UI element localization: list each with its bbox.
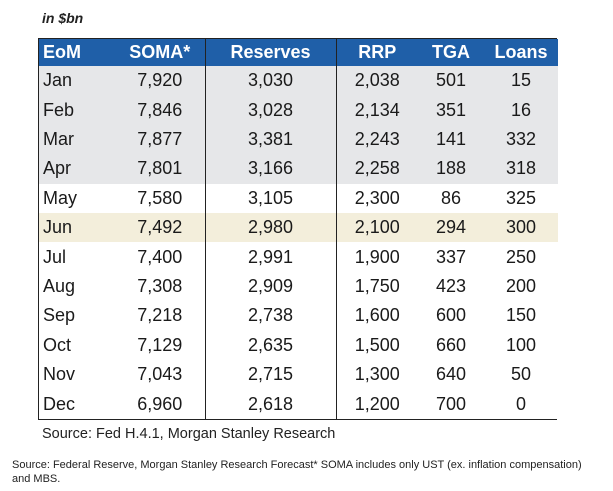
cell-soma: 7,492 xyxy=(115,212,206,243)
table-row: Dec 6,960 2,618 1,200 700 0 xyxy=(39,389,558,420)
cell-reserves: 2,715 xyxy=(205,359,337,390)
cell-loans: 250 xyxy=(505,246,537,267)
cell-rrp: 2,243 xyxy=(354,128,400,149)
header-loans: Loans xyxy=(494,42,548,62)
cell-reserves: 3,381 xyxy=(205,124,337,155)
cell-tga: 337 xyxy=(435,246,467,267)
header-rrp: RRP xyxy=(358,42,397,62)
cell-reserves: 2,738 xyxy=(205,301,337,331)
cell-reserves: 3,030 xyxy=(205,66,337,96)
cell-reserves: 3,105 xyxy=(205,183,337,213)
header-soma: SOMA* xyxy=(115,39,206,66)
cell-soma: 7,801 xyxy=(115,154,206,184)
cell-loans: 100 xyxy=(505,334,537,355)
cell-tga: 600 xyxy=(435,305,467,326)
header-tga: TGA xyxy=(432,42,470,62)
cell-month: Sep xyxy=(43,305,76,326)
source-line: Source: Fed H.4.1, Morgan Stanley Resear… xyxy=(42,426,336,442)
table-row: Oct 7,129 2,635 1,500 660 100 xyxy=(39,330,558,360)
cell-tga: 188 xyxy=(435,158,467,179)
cell-rrp: 1,750 xyxy=(354,275,400,296)
table-row: Jun 7,492 2,980 2,100 294 300 xyxy=(39,212,558,243)
footnote: Source: Federal Reserve, Morgan Stanley … xyxy=(12,459,582,485)
cell-tga: 660 xyxy=(435,334,467,355)
cell-soma: 7,043 xyxy=(115,359,206,390)
cell-month: Jun xyxy=(43,217,73,238)
balance-sheet-table: EoM SOMA* Reserves RRP TGA Loans Jan 7,92… xyxy=(38,38,558,421)
cell-soma: 7,400 xyxy=(115,242,206,272)
cell-loans: 150 xyxy=(505,305,537,326)
cell-soma: 7,580 xyxy=(115,183,206,213)
cell-soma: 7,877 xyxy=(115,124,206,155)
cell-rrp: 1,300 xyxy=(354,364,400,385)
cell-reserves: 2,991 xyxy=(205,242,337,272)
cell-tga: 501 xyxy=(435,70,467,91)
cell-reserves: 2,980 xyxy=(205,212,337,243)
cell-rrp: 2,134 xyxy=(354,99,400,120)
cell-tga: 86 xyxy=(440,187,462,208)
cell-loans: 15 xyxy=(510,70,532,91)
cell-month: Apr xyxy=(43,158,72,179)
cell-reserves: 3,028 xyxy=(205,95,337,125)
cell-rrp: 2,100 xyxy=(354,217,400,238)
table-row: Feb 7,846 3,028 2,134 351 16 xyxy=(39,95,558,125)
cell-tga: 294 xyxy=(435,217,467,238)
cell-loans: 300 xyxy=(505,217,537,238)
cell-soma: 7,129 xyxy=(115,330,206,360)
cell-month: Mar xyxy=(43,128,74,149)
cell-tga: 141 xyxy=(435,128,467,149)
cell-rrp: 1,500 xyxy=(354,334,400,355)
cell-rrp: 1,200 xyxy=(354,393,400,414)
table-row: Apr 7,801 3,166 2,258 188 318 xyxy=(39,154,558,184)
header-eom: EoM xyxy=(43,42,81,62)
cell-tga: 351 xyxy=(435,99,467,120)
cell-soma: 6,960 xyxy=(115,389,206,420)
cell-month: Feb xyxy=(43,99,75,120)
cell-reserves: 2,909 xyxy=(205,271,337,302)
cell-loans: 16 xyxy=(510,99,532,120)
cell-month: Nov xyxy=(43,364,76,385)
cell-rrp: 2,300 xyxy=(354,187,400,208)
cell-loans: 0 xyxy=(515,393,526,414)
units-label: in $bn xyxy=(42,10,84,26)
cell-tga: 423 xyxy=(435,275,467,296)
cell-soma: 7,920 xyxy=(115,66,206,96)
table-row: Sep 7,218 2,738 1,600 600 150 xyxy=(39,301,558,331)
cell-rrp: 2,038 xyxy=(354,70,400,91)
cell-month: Jan xyxy=(43,70,73,91)
cell-reserves: 3,166 xyxy=(205,154,337,184)
table-row: Jul 7,400 2,991 1,900 337 250 xyxy=(39,242,558,272)
cell-rrp: 1,600 xyxy=(354,305,400,326)
cell-loans: 200 xyxy=(505,275,537,296)
cell-month: Dec xyxy=(43,393,76,414)
cell-month: Aug xyxy=(43,275,76,296)
cell-reserves: 2,635 xyxy=(205,330,337,360)
cell-loans: 50 xyxy=(510,364,532,385)
cell-rrp: 1,900 xyxy=(354,246,400,267)
cell-loans: 332 xyxy=(505,128,537,149)
cell-month: May xyxy=(43,187,78,208)
table-row: Jan 7,920 3,030 2,038 501 15 xyxy=(39,66,558,96)
cell-loans: 325 xyxy=(505,187,537,208)
cell-month: Jul xyxy=(43,246,67,267)
table-row: May 7,580 3,105 2,300 86 325 xyxy=(39,183,558,213)
cell-tga: 700 xyxy=(435,393,467,414)
cell-reserves: 2,618 xyxy=(205,389,337,420)
cell-soma: 7,308 xyxy=(115,271,206,302)
cell-month: Oct xyxy=(43,334,72,355)
cell-loans: 318 xyxy=(505,158,537,179)
header-reserves: Reserves xyxy=(205,39,337,66)
table-body: Jan 7,920 3,030 2,038 501 15 Feb 7,846 3,028 2,13… xyxy=(39,66,558,420)
cell-soma: 7,846 xyxy=(115,95,206,125)
table-row: Mar 7,877 3,381 2,243 141 332 xyxy=(39,124,558,155)
table-row: Nov 7,043 2,715 1,300 640 50 xyxy=(39,359,558,390)
cell-soma: 7,218 xyxy=(115,301,206,331)
cell-tga: 640 xyxy=(435,364,467,385)
table-row: Aug 7,308 2,909 1,750 423 200 xyxy=(39,271,558,302)
cell-rrp: 2,258 xyxy=(354,158,400,179)
table-header-row: EoM SOMA* Reserves RRP TGA Loans xyxy=(39,39,558,66)
